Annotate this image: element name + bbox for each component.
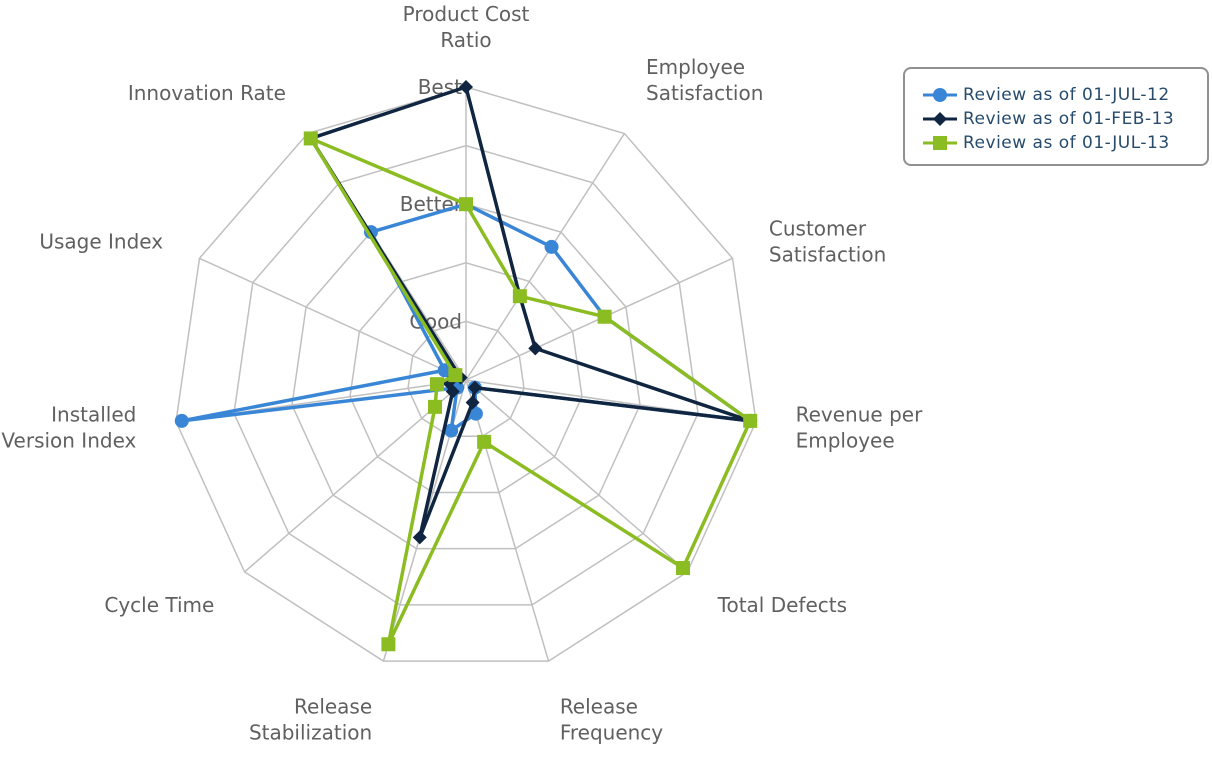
axis-label-line: Employee [646, 55, 745, 79]
legend-item-series-2[interactable]: Review as of 01-JUL-13 [923, 131, 1207, 155]
axis-label-line: Satisfaction [646, 81, 763, 105]
data-point-10 [303, 131, 318, 146]
data-point-1 [512, 289, 527, 304]
data-point-8 [429, 377, 444, 392]
axis-label-7: Cycle Time [104, 593, 214, 617]
legend-label: Review as of 01-FEB-13 [963, 109, 1175, 129]
data-point-5 [468, 406, 483, 421]
data-point-2 [528, 341, 543, 356]
axis-label-line: Frequency [560, 721, 663, 745]
legend-marker-square [923, 136, 957, 150]
series-line [309, 85, 752, 540]
axis-label-8: Installed Version Index [1, 402, 136, 452]
data-point-5 [477, 434, 492, 449]
axis-label-line: Satisfaction [769, 243, 886, 267]
axis-label-0: Product Cost Ratio [403, 2, 530, 52]
data-point-6 [381, 637, 396, 652]
data-point-2 [597, 309, 612, 324]
axis-label-5: Release Frequency [560, 695, 663, 745]
axis-label-line: Cycle Time [104, 593, 214, 617]
legend-label: Review as of 01-JUL-12 [963, 85, 1170, 105]
data-point-4 [467, 380, 482, 395]
axis-label-3: Revenue per Employee [796, 402, 923, 452]
data-point-4 [676, 561, 691, 576]
data-point-1 [544, 239, 559, 254]
axis-label-line: Installed [51, 402, 136, 426]
axis-label-line: Usage Index [39, 230, 163, 254]
series-line [309, 136, 752, 647]
data-point-3 [743, 413, 758, 428]
axis-label-line: Version Index [1, 428, 136, 452]
grid-ring-2 [349, 262, 583, 494]
data-point-9 [448, 368, 463, 383]
axis-label-line: Customer [769, 217, 867, 241]
radar-grid [175, 86, 757, 662]
legend-marker-circle [923, 88, 957, 102]
data-point-7 [427, 399, 442, 414]
data-point-8 [174, 413, 189, 428]
data-point-6 [412, 530, 427, 545]
grid-ring-5 [175, 86, 757, 662]
axis-label-line: Revenue per [796, 402, 923, 426]
legend-marker-diamond [923, 112, 957, 126]
grid-ring-1 [407, 320, 525, 437]
data-point-6 [444, 423, 459, 438]
series-layer [174, 80, 758, 652]
grid-spoke-4 [465, 379, 688, 573]
legend-label: Review as of 01-JUL-13 [963, 133, 1170, 153]
grid-ring-4 [233, 144, 699, 606]
chart-legend: Review as of 01-JUL-12 Review as of 01-F… [903, 67, 1209, 166]
axis-label-10: Innovation Rate [128, 81, 286, 105]
axis-label-line: Ratio [440, 28, 491, 52]
legend-item-series-1[interactable]: Review as of 01-FEB-13 [923, 107, 1207, 131]
axis-label-line: Employee [796, 428, 895, 452]
grid-spoke-5 [465, 379, 550, 662]
axis-label-9: Usage Index [39, 230, 163, 254]
axis-label-2: Customer Satisfaction [769, 217, 886, 267]
grid-ring-3 [291, 203, 641, 550]
axis-label-line: Stabilization [249, 721, 372, 745]
series-1 [303, 80, 758, 545]
axis-label-line: Release [294, 695, 372, 719]
data-point-0 [459, 80, 473, 94]
axis-label-1: Employee Satisfaction [646, 55, 763, 105]
axis-label-line: Total Defects [717, 593, 847, 617]
data-point-5 [465, 395, 480, 410]
series-2 [303, 131, 758, 652]
axis-label-line: Product Cost [403, 2, 530, 26]
grid-spoke-1 [465, 133, 626, 381]
axis-label-line: Innovation Rate [128, 81, 286, 105]
axis-label-line: Release [560, 695, 638, 719]
data-point-0 [459, 197, 473, 212]
axis-label-6: Release Stabilization [249, 695, 372, 745]
grid-spoke-9 [199, 257, 467, 381]
legend-item-series-0[interactable]: Review as of 01-JUL-12 [923, 83, 1207, 107]
axis-label-4: Total Defects [717, 593, 847, 617]
ring-label-better: Better [400, 192, 463, 216]
